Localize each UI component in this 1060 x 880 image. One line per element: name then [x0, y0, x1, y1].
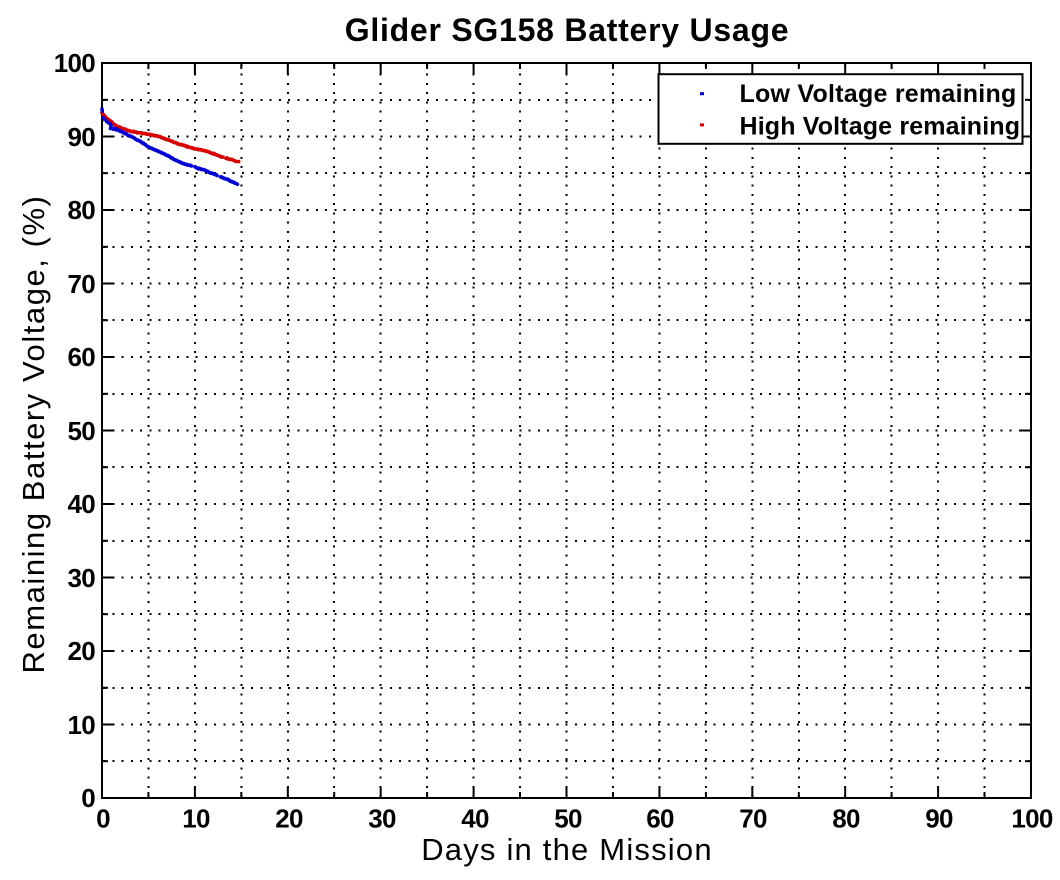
svg-text:40: 40 — [67, 489, 95, 519]
svg-text:20: 20 — [275, 804, 303, 834]
svg-text:Glider SG158 Battery Usage: Glider SG158 Battery Usage — [345, 12, 790, 48]
svg-text:70: 70 — [67, 269, 95, 299]
svg-text:10: 10 — [67, 710, 95, 740]
svg-text:0: 0 — [81, 783, 95, 813]
svg-text:Low Voltage remaining: Low Voltage remaining — [740, 80, 1017, 108]
svg-text:90: 90 — [925, 804, 953, 834]
svg-text:40: 40 — [461, 804, 489, 834]
svg-text:High Voltage remaining: High Voltage remaining — [740, 112, 1021, 140]
svg-text:80: 80 — [832, 804, 860, 834]
svg-text:80: 80 — [67, 195, 95, 225]
svg-text:50: 50 — [554, 804, 582, 834]
svg-text:20: 20 — [67, 636, 95, 666]
svg-text:100: 100 — [1011, 804, 1053, 834]
svg-text:60: 60 — [646, 804, 674, 834]
svg-text:30: 30 — [67, 563, 95, 593]
svg-text:90: 90 — [67, 122, 95, 152]
svg-text:Days in the Mission: Days in the Mission — [421, 832, 713, 867]
svg-text:10: 10 — [182, 804, 210, 834]
svg-text:30: 30 — [368, 804, 396, 834]
svg-text:Remaining Battery Voltage, (%): Remaining Battery Voltage, (%) — [16, 195, 51, 674]
svg-text:60: 60 — [67, 342, 95, 372]
svg-text:0: 0 — [96, 804, 110, 834]
svg-text:50: 50 — [67, 416, 95, 446]
svg-text:100: 100 — [54, 48, 96, 78]
svg-text:70: 70 — [739, 804, 767, 834]
